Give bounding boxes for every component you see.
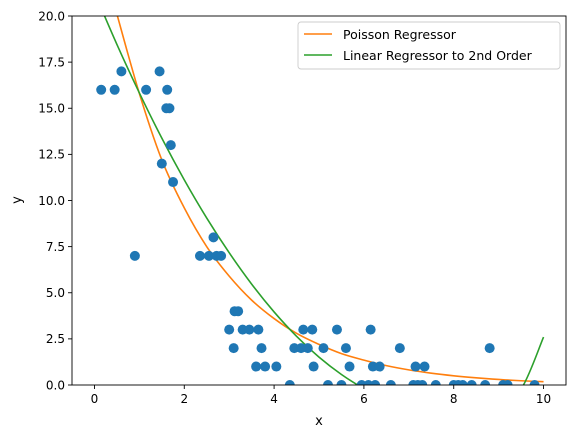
scatter-point bbox=[116, 66, 127, 77]
scatter-point bbox=[430, 380, 441, 385]
plot-area bbox=[72, 16, 566, 385]
scatter-point bbox=[410, 361, 421, 372]
scatter-point bbox=[260, 361, 271, 372]
y-tick-label: 10.0 bbox=[38, 194, 65, 208]
scatter-point bbox=[129, 250, 140, 261]
y-tick-label: 0.0 bbox=[46, 378, 65, 392]
y-tick-label: 5.0 bbox=[46, 286, 65, 300]
y-tick-label: 2.5 bbox=[46, 332, 65, 346]
scatter-point bbox=[419, 361, 430, 372]
scatter-points bbox=[96, 66, 540, 385]
scatter-point bbox=[394, 343, 405, 354]
scatter-point bbox=[109, 84, 120, 95]
x-tick-label: 0 bbox=[91, 392, 99, 406]
scatter-point bbox=[96, 84, 107, 95]
legend-label-poisson: Poisson Regressor bbox=[343, 27, 457, 42]
y-tick-label: 12.5 bbox=[38, 148, 65, 162]
scatter-point bbox=[271, 361, 282, 372]
scatter-point bbox=[203, 250, 214, 261]
x-tick-label: 10 bbox=[536, 392, 551, 406]
scatter-point bbox=[162, 84, 173, 95]
scatter-point bbox=[365, 324, 376, 335]
scatter-point bbox=[253, 324, 264, 335]
y-axis-ticks: 0.0 2.5 5.0 7.5 10.0 12.5 15.0 17.5 20.0 bbox=[38, 9, 72, 392]
x-tick-label: 4 bbox=[270, 392, 278, 406]
scatter-point bbox=[208, 232, 219, 243]
x-tick-label: 6 bbox=[360, 392, 368, 406]
scatter-point bbox=[228, 343, 239, 354]
scatter-point bbox=[529, 380, 540, 385]
scatter-point bbox=[251, 361, 262, 372]
scatter-point bbox=[484, 343, 495, 354]
y-axis-label: y bbox=[10, 196, 25, 204]
scatter-point bbox=[302, 343, 313, 354]
x-axis-label: x bbox=[315, 414, 323, 429]
scatter-point bbox=[344, 361, 355, 372]
scatter-point bbox=[374, 361, 385, 372]
y-tick-label: 17.5 bbox=[38, 55, 65, 69]
legend: Poisson Regressor Linear Regressor to 2n… bbox=[297, 21, 561, 70]
scatter-point bbox=[466, 380, 477, 385]
scatter-point bbox=[233, 306, 244, 317]
scatter-point bbox=[331, 324, 342, 335]
scatter-point bbox=[168, 177, 179, 188]
scatter-point bbox=[224, 324, 235, 335]
scatter-point bbox=[244, 324, 255, 335]
scatter-point bbox=[322, 380, 333, 385]
scatter-point bbox=[502, 380, 513, 385]
scatter-point bbox=[417, 380, 428, 385]
series-line-1 bbox=[103, 16, 545, 385]
scatter-point bbox=[336, 380, 347, 385]
x-tick-label: 2 bbox=[180, 392, 188, 406]
scatter-point bbox=[165, 140, 176, 151]
y-tick-label: 15.0 bbox=[38, 102, 65, 116]
scatter-point bbox=[256, 343, 267, 354]
scatter-point bbox=[385, 380, 396, 385]
scatter-point bbox=[457, 380, 468, 385]
scatter-point bbox=[307, 324, 318, 335]
scatter-point bbox=[370, 380, 381, 385]
scatter-point bbox=[141, 84, 152, 95]
scatter-point bbox=[156, 158, 167, 169]
x-tick-label: 8 bbox=[450, 392, 458, 406]
scatter-point bbox=[308, 361, 319, 372]
scatter-point bbox=[284, 380, 295, 385]
scatter-point bbox=[318, 343, 329, 354]
x-axis-ticks: 0 2 4 6 8 10 bbox=[91, 385, 551, 406]
legend-label-linear: Linear Regressor to 2nd Order bbox=[343, 48, 533, 63]
scatter-point bbox=[480, 380, 491, 385]
y-tick-label: 20.0 bbox=[38, 9, 65, 23]
scatter-point bbox=[194, 250, 205, 261]
scatter-point bbox=[298, 324, 309, 335]
scatter-point bbox=[164, 103, 175, 114]
legend-box bbox=[297, 21, 561, 70]
y-tick-label: 7.5 bbox=[46, 240, 65, 254]
scatter-point bbox=[340, 343, 351, 354]
scatter-point bbox=[216, 250, 227, 261]
scatter-point bbox=[154, 66, 165, 77]
